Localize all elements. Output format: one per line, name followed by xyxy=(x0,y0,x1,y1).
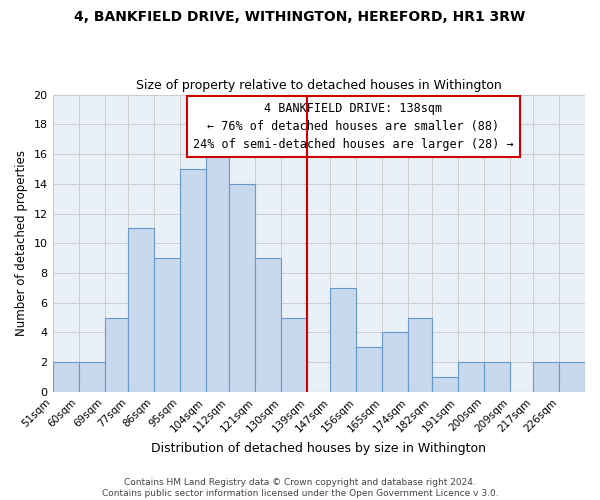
Bar xyxy=(281,318,307,392)
Title: Size of property relative to detached houses in Withington: Size of property relative to detached ho… xyxy=(136,79,502,92)
Bar xyxy=(356,348,382,392)
Text: 4, BANKFIELD DRIVE, WITHINGTON, HEREFORD, HR1 3RW: 4, BANKFIELD DRIVE, WITHINGTON, HEREFORD… xyxy=(74,10,526,24)
Bar xyxy=(331,288,356,392)
X-axis label: Distribution of detached houses by size in Withington: Distribution of detached houses by size … xyxy=(151,442,486,455)
Bar xyxy=(255,258,281,392)
Y-axis label: Number of detached properties: Number of detached properties xyxy=(15,150,28,336)
Bar xyxy=(154,258,180,392)
Text: 4 BANKFIELD DRIVE: 138sqm
← 76% of detached houses are smaller (88)
24% of semi-: 4 BANKFIELD DRIVE: 138sqm ← 76% of detac… xyxy=(193,102,514,151)
Bar xyxy=(409,318,431,392)
Bar xyxy=(206,139,229,392)
Bar xyxy=(431,377,458,392)
Bar xyxy=(533,362,559,392)
Bar xyxy=(180,169,206,392)
Bar xyxy=(458,362,484,392)
Bar xyxy=(229,184,255,392)
Bar xyxy=(128,228,154,392)
Bar xyxy=(382,332,409,392)
Text: Contains HM Land Registry data © Crown copyright and database right 2024.
Contai: Contains HM Land Registry data © Crown c… xyxy=(101,478,499,498)
Bar xyxy=(104,318,128,392)
Bar xyxy=(79,362,104,392)
Bar xyxy=(559,362,585,392)
Bar xyxy=(53,362,79,392)
Bar xyxy=(484,362,510,392)
